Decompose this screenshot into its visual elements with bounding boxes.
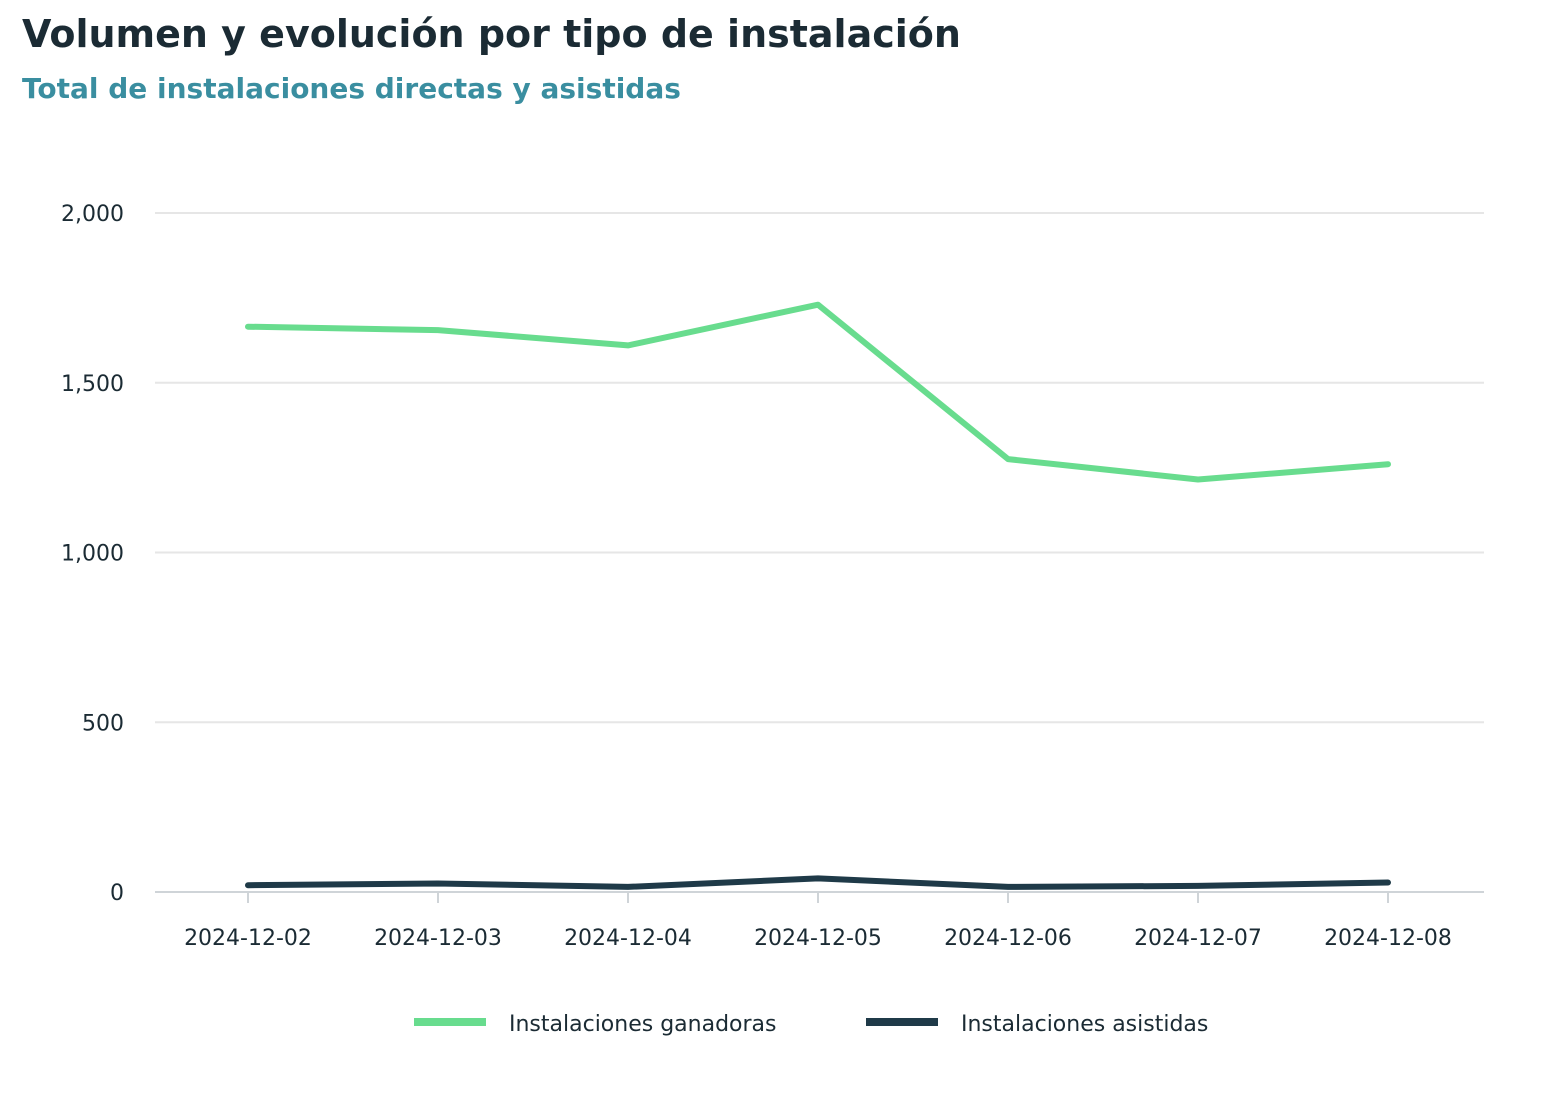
x-tick-label: 2024-12-03 — [374, 926, 502, 951]
legend-label: Instalaciones asistidas — [961, 1012, 1208, 1037]
x-tick-label: 2024-12-07 — [1134, 926, 1262, 951]
data-point[interactable] — [1192, 474, 1204, 486]
y-tick-label: 500 — [82, 711, 124, 736]
data-point[interactable] — [1382, 876, 1394, 888]
data-point[interactable] — [812, 299, 824, 311]
data-point[interactable] — [1382, 458, 1394, 470]
data-point[interactable] — [622, 881, 634, 893]
data-point[interactable] — [1002, 453, 1014, 465]
y-tick-label: 1,000 — [61, 542, 124, 567]
data-point[interactable] — [1002, 881, 1014, 893]
data-point[interactable] — [432, 324, 444, 336]
gridlines — [155, 212, 1484, 724]
data-point[interactable] — [1192, 880, 1204, 892]
x-tick-label: 2024-12-02 — [184, 926, 312, 951]
legend: Instalaciones ganadoras Instalaciones asi… — [414, 1012, 1208, 1037]
x-tick-label: 2024-12-06 — [944, 926, 1072, 951]
x-tick-label: 2024-12-08 — [1324, 926, 1452, 951]
y-tick-label: 0 — [110, 881, 124, 906]
series-lines — [242, 299, 1394, 893]
legend-label: Instalaciones ganadoras — [509, 1012, 776, 1037]
data-point[interactable] — [432, 878, 444, 890]
y-tick-label: 1,500 — [61, 372, 124, 397]
legend-item[interactable]: Instalaciones ganadoras — [414, 1012, 776, 1037]
axes: 0 500 1,000 1,500 2,000 2024-12-02 2024-12-03 2… — [61, 202, 1484, 951]
data-point[interactable] — [242, 321, 254, 333]
x-tick-label: 2024-12-04 — [564, 926, 692, 951]
chart-title: Volumen y evolución por tipo de instalac… — [22, 12, 961, 56]
chart-subtitle: Total de instalaciones directas y asisti… — [22, 72, 681, 105]
data-point[interactable] — [812, 872, 824, 884]
legend-item[interactable]: Instalaciones asistidas — [866, 1012, 1208, 1037]
y-tick-label: 2,000 — [61, 202, 124, 227]
data-point[interactable] — [622, 339, 634, 351]
series-line-ganadoras[interactable] — [245, 301, 1391, 483]
data-point[interactable] — [242, 879, 254, 891]
series-line-asistidas[interactable] — [245, 875, 1391, 890]
x-tick-label: 2024-12-05 — [754, 926, 882, 951]
